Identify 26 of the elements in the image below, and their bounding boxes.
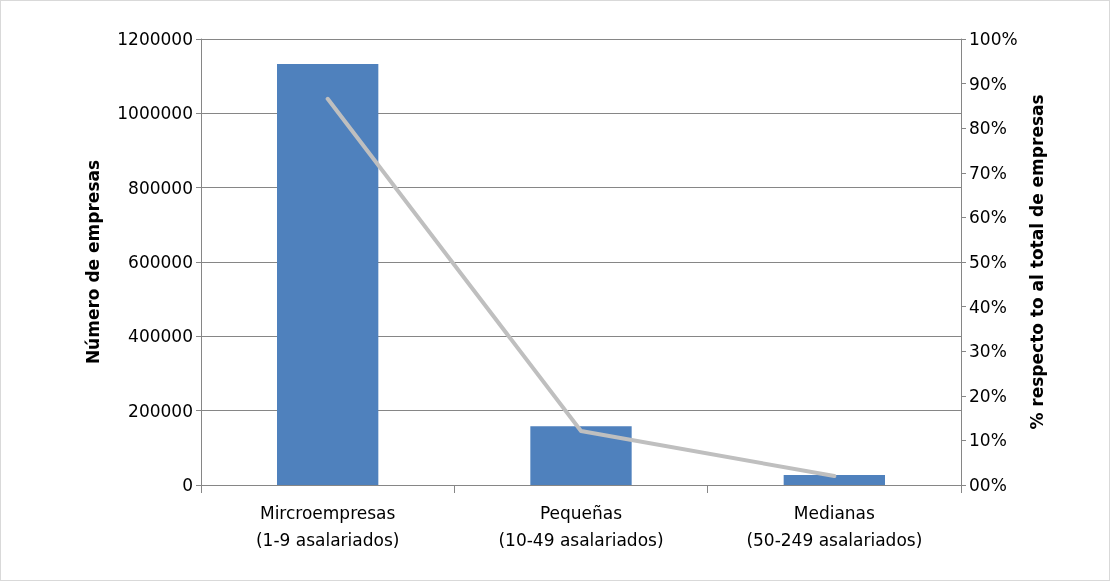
bar — [530, 426, 632, 485]
y2-tick-label: 90% — [969, 73, 1007, 94]
y-tick-label: 400000 — [128, 326, 193, 347]
y2-tick-label: 40% — [969, 296, 1007, 317]
x-tick-label: Pequeñas (10-49 asalariados) — [498, 502, 664, 550]
bar — [277, 63, 379, 485]
y-tick-label: 200000 — [128, 400, 193, 421]
y-tick-label: 1200000 — [117, 29, 193, 49]
y-axis-title: Número de empresas — [82, 159, 103, 365]
y2-tick-label: 10% — [969, 430, 1007, 451]
y2-tick-label: 80% — [969, 118, 1007, 139]
y2-tick-label: 60% — [969, 207, 1007, 228]
y2-tick-label: 50% — [969, 252, 1007, 272]
y-tick-label: 800000 — [128, 177, 193, 198]
y2-tick-label: 100% — [969, 29, 1018, 49]
x-tick-label: Medianas (50-249 asalariados) — [746, 502, 923, 550]
x-tick-label: Mircroempresas (1-9 asalariados) — [255, 502, 400, 550]
y2-tick-label: 20% — [969, 385, 1007, 406]
y2-tick-label: 00% — [969, 475, 1007, 495]
y2-axis-title: % respecto to al total de empresas — [1027, 94, 1047, 430]
y-tick-label: 1000000 — [117, 103, 193, 124]
y2-tick-label: 70% — [969, 162, 1007, 183]
y-tick-label: 600000 — [128, 252, 193, 272]
y2-tick-label: 30% — [969, 341, 1007, 362]
y-tick-label: 0 — [182, 475, 193, 495]
bar — [783, 474, 885, 485]
